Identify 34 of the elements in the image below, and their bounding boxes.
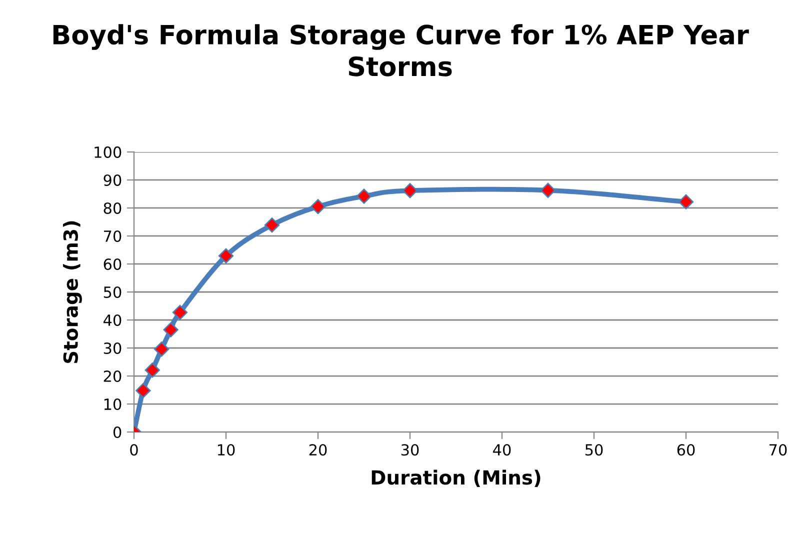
y-tick-label: 60	[104, 258, 122, 270]
x-tick-label: 70	[770, 444, 787, 456]
y-tick-label: 90	[104, 174, 122, 186]
point	[678, 194, 694, 210]
point	[163, 322, 178, 338]
x-tick-label: 50	[585, 444, 603, 456]
x-tick-label: 60	[677, 444, 695, 456]
y-tick-label: 50	[104, 286, 122, 298]
x-tick-label: 30	[401, 444, 419, 456]
point	[154, 342, 170, 357]
point	[264, 217, 280, 233]
y-tick-label: 100	[94, 146, 122, 158]
x-tick-label: 10	[218, 444, 235, 456]
point	[356, 188, 372, 204]
chart-title: Boyd's Formula Storage Curve for 1% AEP Year Storms	[53, 24, 749, 76]
y-tick-label: 40	[104, 314, 122, 326]
y-tick-label: 30	[104, 342, 122, 354]
point	[402, 183, 418, 198]
point	[172, 304, 188, 320]
y-tick-label: 70	[104, 230, 122, 242]
y-tick-label: 0	[113, 426, 122, 438]
x-tick-label: 40	[493, 444, 511, 456]
y-tick-label: 80	[104, 202, 122, 214]
x-axis-title: Duration (Mins)	[372, 470, 540, 488]
point	[136, 383, 151, 398]
y-axis-title: Storage (m3)	[62, 221, 82, 363]
x-tick-label: 0	[130, 444, 138, 456]
point	[218, 248, 234, 264]
y-tick-label: 10	[104, 398, 122, 410]
point	[310, 199, 326, 214]
y-tick-label: 20	[104, 370, 122, 382]
point	[144, 362, 160, 378]
x-tick-label: 20	[309, 444, 327, 456]
point	[540, 182, 556, 198]
